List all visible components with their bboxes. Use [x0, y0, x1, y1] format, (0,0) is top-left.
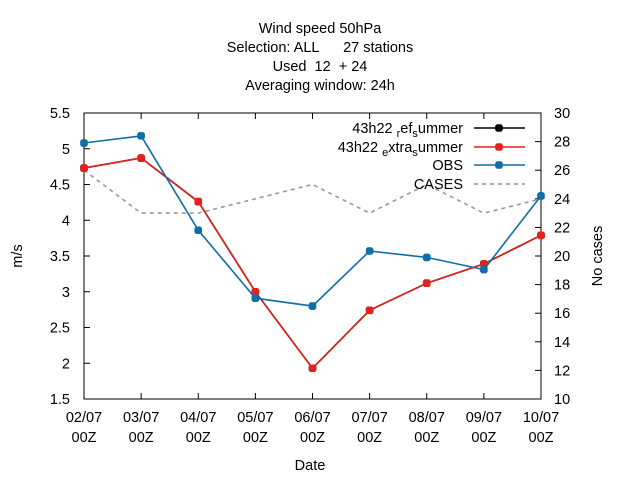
x-tick-label: 00Z: [529, 430, 554, 446]
legend-label-part: s: [412, 128, 418, 140]
y2-tick-label: 12: [554, 363, 570, 379]
title-line: Selection: ALL 27 stations: [227, 40, 413, 56]
series-line: [83, 169, 542, 214]
y2-tick-label: 20: [554, 249, 570, 265]
legend-marker: [495, 124, 503, 132]
y-tick-label: 1.5: [50, 392, 70, 408]
x-axis-label: Date: [295, 458, 326, 474]
y-axis-tick-labels: 1.5 2 2.5 3 3.5 4 4.5 5 5.5: [50, 106, 70, 408]
data-point: [480, 265, 488, 274]
y2-tick-label: 18: [554, 278, 570, 294]
y-tick-label: 5.5: [50, 106, 70, 122]
series-0: [80, 154, 545, 373]
series-line: [83, 135, 542, 307]
series-line: [83, 157, 542, 370]
title-line: Used 12 + 24: [273, 59, 368, 75]
data-point: [422, 253, 431, 262]
y2-tick-label: 28: [554, 135, 570, 151]
legend-label-part: xtra: [388, 140, 413, 156]
x-tick-label: 03/07: [123, 410, 159, 426]
y-tick-label: 4: [62, 213, 70, 229]
x-tick-label: 00Z: [72, 430, 97, 446]
data-point: [308, 364, 317, 373]
data-point: [80, 164, 88, 172]
data-point: [194, 197, 203, 206]
legend-label: CASES: [414, 177, 463, 193]
x-tick-label: 00Z: [243, 430, 268, 446]
legend-label-part: 43h22: [352, 121, 396, 137]
legend-label-part: ef: [400, 121, 413, 137]
y2-tick-label: 10: [554, 392, 570, 408]
x-tick-label: 08/07: [409, 410, 445, 426]
legend-label-part: 43h22: [338, 140, 382, 156]
legend-label-part: ummer: [418, 140, 463, 156]
y-axis-label: m/s: [10, 244, 26, 267]
x-tick-label: 09/07: [466, 410, 502, 426]
y2-tick-label: 14: [554, 335, 570, 351]
data-point: [80, 139, 88, 147]
legend-label-part: ummer: [418, 121, 463, 137]
data-point: [365, 247, 374, 255]
y2-tick-label: 24: [554, 192, 570, 208]
series-line: [83, 157, 542, 370]
data-point: [251, 294, 260, 302]
data-point: [365, 306, 374, 315]
y-tick-label: 4.5: [50, 178, 70, 194]
legend-label: 43h22 extrasummer: [338, 140, 463, 159]
y2-tick-label: 22: [554, 220, 570, 236]
series-layer: [80, 132, 545, 373]
y2-axis-tick-labels: 10 12 14 16 18 20 22 24 26 28 30: [554, 106, 570, 408]
legend-marker: [495, 143, 503, 151]
x-tick-label: 00Z: [357, 430, 382, 446]
plot-frame: [83, 112, 542, 400]
y-tick-label: 2.5: [50, 321, 70, 337]
legend-marker: [495, 161, 503, 169]
legend-label: OBS: [432, 158, 463, 174]
x-tick-label: 00Z: [129, 430, 154, 446]
data-point: [308, 302, 317, 310]
x-tick-label: 00Z: [471, 430, 496, 446]
x-tick-label: 02/07: [66, 410, 102, 426]
series-2: [80, 132, 545, 310]
legend-label-part: e: [382, 147, 388, 159]
data-point: [537, 192, 545, 200]
title-line: Averaging window: 24h: [245, 78, 395, 94]
legend-label: 43h22 refsummer: [352, 121, 463, 140]
data-point: [537, 231, 545, 240]
x-tick-label: 07/07: [351, 410, 387, 426]
x-tick-label: 05/07: [237, 410, 273, 426]
x-tick-label: 10/07: [523, 410, 559, 426]
y-tick-label: 5: [62, 142, 70, 158]
x-tick-label: 00Z: [414, 430, 439, 446]
x-tick-label: 00Z: [300, 430, 325, 446]
x-tick-label: 06/07: [294, 410, 330, 426]
chart-title: Wind speed 50hPa Selection: ALL 27 statio…: [227, 21, 413, 94]
data-point: [251, 287, 260, 296]
legend-label-part: OBS: [432, 158, 463, 174]
x-axis-tick-labels: 02/07 00Z 03/07 00Z 04/07 00Z 05/07 00Z 06/07 00Z…: [66, 410, 559, 446]
legend-label-part: s: [412, 147, 418, 159]
data-point: [194, 226, 203, 235]
series-3: [83, 169, 542, 214]
y2-tick-label: 30: [554, 106, 570, 122]
y2-axis-label: No cases: [590, 226, 606, 286]
data-point: [422, 279, 431, 287]
y-tick-label: 3.5: [50, 249, 70, 265]
title-line: Wind speed 50hPa: [259, 21, 382, 37]
series-1: [80, 154, 545, 373]
y2-tick-label: 26: [554, 163, 570, 179]
y2-tick-label: 16: [554, 306, 570, 322]
y-tick-label: 3: [62, 285, 70, 301]
data-point: [137, 154, 145, 162]
y-tick-label: 2: [62, 356, 70, 372]
x-tick-label: 04/07: [180, 410, 216, 426]
legend-label-part: r: [397, 128, 401, 140]
data-point: [137, 132, 145, 140]
legend-label-part: CASES: [414, 177, 463, 193]
x-tick-label: 00Z: [186, 430, 211, 446]
